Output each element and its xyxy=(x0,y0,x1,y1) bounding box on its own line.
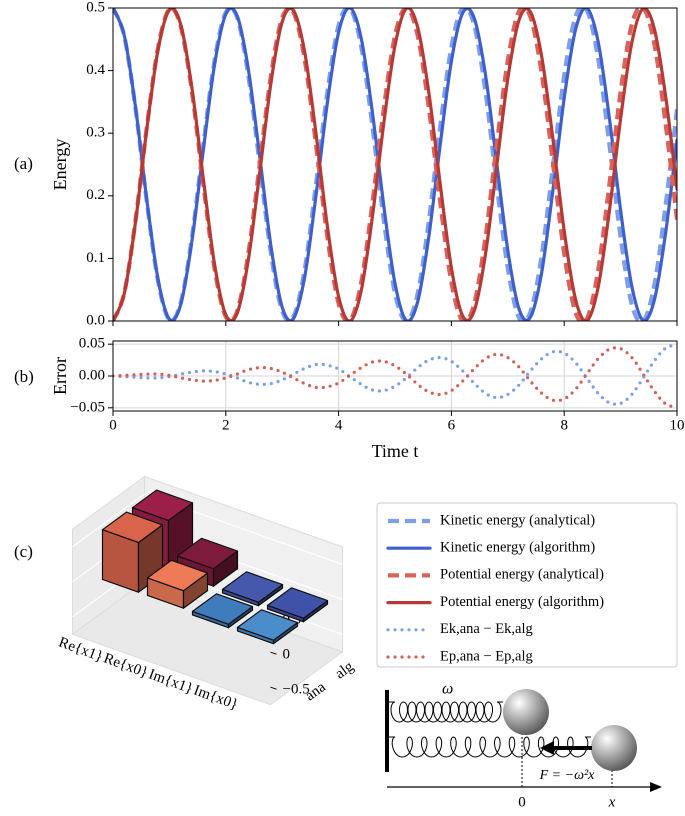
ball xyxy=(503,689,549,735)
y-axis-label: Error xyxy=(50,357,70,395)
y-axis-label: Energy xyxy=(50,139,70,191)
legend-label: Kinetic energy (algorithm) xyxy=(440,540,595,556)
bar-face xyxy=(236,609,299,641)
z-tick xyxy=(270,651,277,655)
position-label: x xyxy=(608,794,616,810)
z-tick-label: −0.5 xyxy=(283,682,310,698)
grid-line xyxy=(72,493,343,565)
bar-face xyxy=(191,593,254,625)
series-line xyxy=(113,8,677,321)
series-line xyxy=(113,8,677,321)
x-tick-label: 10 xyxy=(670,417,685,433)
legend: Kinetic energy (analytical) Kinetic energ… xyxy=(376,502,678,668)
bar-face xyxy=(146,559,209,592)
line-chart: −0.05 0.00 0.05 0 2 4 6 8 10 Error Time t xyxy=(50,336,684,462)
x-tick-label: 8 xyxy=(560,417,568,433)
bar-face xyxy=(176,537,239,570)
bar-face xyxy=(266,587,329,619)
panel-label: (c) xyxy=(14,542,33,561)
bar-face xyxy=(131,489,194,522)
z-tick-label: 0 xyxy=(283,647,291,663)
y-tick-label: alg xyxy=(332,658,357,682)
legend-label: Potential energy (analytical) xyxy=(440,567,604,583)
plot-frame xyxy=(112,7,678,322)
panel-label: (b) xyxy=(14,367,34,386)
y-tick-label: 0.2 xyxy=(86,187,105,203)
y-tick-label: 0.3 xyxy=(86,125,105,141)
series-group xyxy=(113,8,677,321)
y-tick-label: 0.5 xyxy=(86,0,105,15)
x-tick-label: 6 xyxy=(448,417,456,433)
legend-label: Potential energy (algorithm) xyxy=(440,594,604,610)
series-line xyxy=(113,343,677,406)
x-tick-label: 0 xyxy=(109,417,117,433)
x-axis-label: Time t xyxy=(372,441,419,461)
bar-face xyxy=(221,571,284,603)
series-line xyxy=(113,346,677,409)
omega-label: ω xyxy=(442,681,453,698)
y-tick-label: 0.4 xyxy=(86,62,105,78)
force-arrowhead xyxy=(540,741,554,755)
legend-frame xyxy=(376,502,678,668)
y-tick-label: −0.05 xyxy=(70,399,105,415)
spring xyxy=(389,736,591,758)
x-tick-label: 2 xyxy=(222,417,230,433)
line-chart: 0.0 0.1 0.2 0.3 0.4 0.5 Energy xyxy=(50,0,678,328)
legend-label: Ep,ana − Ep,alg xyxy=(440,648,533,664)
legend-label: Ek,ana − Ek,alg xyxy=(440,621,533,637)
panel-label: (a) xyxy=(14,154,33,173)
y-tick-label: 0.1 xyxy=(86,250,105,266)
spring-diagram: ω F = −ω²x 0 x xyxy=(385,681,662,810)
bar-face xyxy=(101,511,164,544)
legend-label: Kinetic energy (analytical) xyxy=(440,512,595,528)
origin-label: 0 xyxy=(518,794,526,810)
spring xyxy=(389,701,503,723)
y-tick-label: 0.00 xyxy=(79,367,105,383)
force-label: F = −ω²x xyxy=(539,768,596,783)
y-tick-label: 0.05 xyxy=(79,336,105,352)
y-tick-label: 0.0 xyxy=(86,312,105,328)
x-tick-label: 4 xyxy=(335,417,343,433)
ball xyxy=(591,725,637,771)
axis-arrowhead xyxy=(650,782,662,792)
z-tick xyxy=(270,686,277,690)
